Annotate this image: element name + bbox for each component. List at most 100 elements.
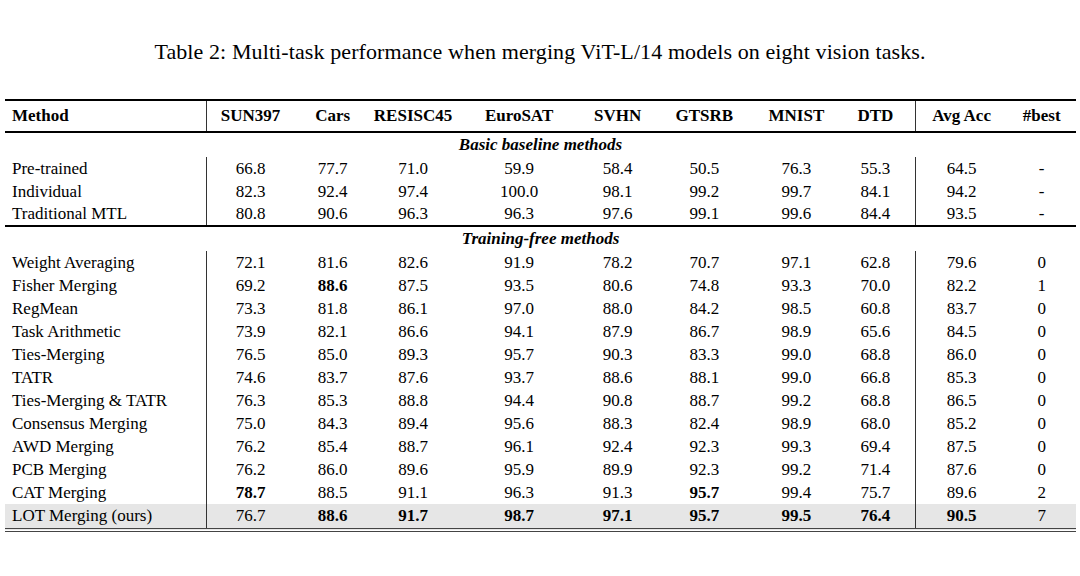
value-cell: 87.5 bbox=[915, 435, 1007, 458]
value-cell: 84.2 bbox=[652, 297, 757, 320]
value-cell: 76.5 bbox=[206, 343, 294, 366]
value-cell: 91.7 bbox=[371, 504, 455, 530]
value-cell: 96.3 bbox=[371, 203, 455, 226]
value-cell: 99.1 bbox=[652, 203, 757, 226]
value-cell: 84.4 bbox=[836, 203, 915, 226]
table-row: LOT Merging (ours)76.788.691.798.797.195… bbox=[5, 504, 1076, 530]
value-cell: 92.3 bbox=[652, 458, 757, 481]
value-cell: 59.9 bbox=[455, 157, 584, 180]
value-cell: 98.9 bbox=[757, 412, 836, 435]
col-header-avg-acc: Avg Acc bbox=[915, 100, 1007, 132]
method-cell: TATR bbox=[5, 366, 206, 389]
col-header-mnist: MNIST bbox=[757, 100, 836, 132]
section-header: Basic baseline methods bbox=[5, 132, 1076, 157]
value-cell: 69.4 bbox=[836, 435, 915, 458]
value-cell: 99.2 bbox=[757, 389, 836, 412]
value-cell: 99.0 bbox=[757, 366, 836, 389]
method-cell: Ties-Merging & TATR bbox=[5, 389, 206, 412]
value-cell: 86.0 bbox=[915, 343, 1007, 366]
value-cell: 88.0 bbox=[583, 297, 652, 320]
value-cell: 50.5 bbox=[652, 157, 757, 180]
value-cell: 74.6 bbox=[206, 366, 294, 389]
value-cell: 90.3 bbox=[583, 343, 652, 366]
header-row: Method SUN397 Cars RESISC45 EuroSAT SVHN… bbox=[5, 100, 1076, 132]
value-cell: 86.6 bbox=[371, 320, 455, 343]
value-cell: 95.7 bbox=[652, 504, 757, 530]
col-header-gtsrb: GTSRB bbox=[652, 100, 757, 132]
table-row: Ties-Merging & TATR76.385.388.894.490.88… bbox=[5, 389, 1076, 412]
value-cell: 93.3 bbox=[757, 274, 836, 297]
value-cell: 93.5 bbox=[455, 274, 584, 297]
value-cell: 99.0 bbox=[757, 343, 836, 366]
value-cell: 99.3 bbox=[757, 435, 836, 458]
value-cell: 91.1 bbox=[371, 481, 455, 504]
table-caption: Table 2: Multi-task performance when mer… bbox=[0, 0, 1080, 65]
value-cell: 99.2 bbox=[757, 458, 836, 481]
section-header-row: Basic baseline methods bbox=[5, 132, 1076, 157]
value-cell: 78.7 bbox=[206, 481, 294, 504]
method-cell: AWD Merging bbox=[5, 435, 206, 458]
value-cell: 97.6 bbox=[583, 203, 652, 226]
method-cell: Ties-Merging bbox=[5, 343, 206, 366]
value-cell: 66.8 bbox=[836, 366, 915, 389]
value-cell: 0 bbox=[1007, 366, 1076, 389]
method-cell: Weight Averaging bbox=[5, 251, 206, 274]
value-cell: 98.1 bbox=[583, 180, 652, 203]
col-header-resisc45: RESISC45 bbox=[371, 100, 455, 132]
value-cell: 90.6 bbox=[294, 203, 371, 226]
value-cell: 83.3 bbox=[652, 343, 757, 366]
method-cell: PCB Merging bbox=[5, 458, 206, 481]
value-cell: 94.1 bbox=[455, 320, 584, 343]
value-cell: - bbox=[1007, 157, 1076, 180]
value-cell: 88.7 bbox=[652, 389, 757, 412]
method-cell: Individual bbox=[5, 180, 206, 203]
method-cell: LOT Merging (ours) bbox=[5, 504, 206, 530]
value-cell: 62.8 bbox=[836, 251, 915, 274]
value-cell: 84.5 bbox=[915, 320, 1007, 343]
value-cell: 85.3 bbox=[915, 366, 1007, 389]
value-cell: 0 bbox=[1007, 458, 1076, 481]
results-table: Method SUN397 Cars RESISC45 EuroSAT SVHN… bbox=[5, 99, 1076, 532]
value-cell: 0 bbox=[1007, 435, 1076, 458]
method-cell: Pre-trained bbox=[5, 157, 206, 180]
value-cell: 93.5 bbox=[915, 203, 1007, 226]
value-cell: 0 bbox=[1007, 412, 1076, 435]
value-cell: 86.0 bbox=[294, 458, 371, 481]
value-cell: 82.6 bbox=[371, 251, 455, 274]
value-cell: 76.3 bbox=[757, 157, 836, 180]
value-cell: 88.6 bbox=[294, 274, 371, 297]
value-cell: 76.2 bbox=[206, 435, 294, 458]
value-cell: 91.9 bbox=[455, 251, 584, 274]
value-cell: 97.4 bbox=[371, 180, 455, 203]
method-cell: Task Arithmetic bbox=[5, 320, 206, 343]
value-cell: 95.7 bbox=[455, 343, 584, 366]
value-cell: 76.3 bbox=[206, 389, 294, 412]
value-cell: 82.2 bbox=[915, 274, 1007, 297]
results-table-container: Method SUN397 Cars RESISC45 EuroSAT SVHN… bbox=[5, 99, 1076, 532]
table-row: Traditional MTL80.890.696.396.397.699.19… bbox=[5, 203, 1076, 226]
value-cell: 100.0 bbox=[455, 180, 584, 203]
col-header-sun397: SUN397 bbox=[206, 100, 294, 132]
value-cell: 99.6 bbox=[757, 203, 836, 226]
value-cell: 87.6 bbox=[371, 366, 455, 389]
value-cell: 87.5 bbox=[371, 274, 455, 297]
value-cell: 0 bbox=[1007, 389, 1076, 412]
value-cell: 76.2 bbox=[206, 458, 294, 481]
value-cell: 92.4 bbox=[583, 435, 652, 458]
value-cell: 1 bbox=[1007, 274, 1076, 297]
value-cell: 96.1 bbox=[455, 435, 584, 458]
value-cell: 7 bbox=[1007, 504, 1076, 530]
table-row: Ties-Merging76.585.089.395.790.383.399.0… bbox=[5, 343, 1076, 366]
value-cell: 94.4 bbox=[455, 389, 584, 412]
value-cell: 98.7 bbox=[455, 504, 584, 530]
table-row: Consensus Merging75.084.389.495.688.382.… bbox=[5, 412, 1076, 435]
value-cell: 0 bbox=[1007, 297, 1076, 320]
table-row: Pre-trained66.877.771.059.958.450.576.35… bbox=[5, 157, 1076, 180]
value-cell: - bbox=[1007, 180, 1076, 203]
value-cell: 94.2 bbox=[915, 180, 1007, 203]
col-header-method: Method bbox=[5, 100, 206, 132]
value-cell: 84.3 bbox=[294, 412, 371, 435]
value-cell: 85.4 bbox=[294, 435, 371, 458]
table-row: Individual82.392.497.4100.098.199.299.78… bbox=[5, 180, 1076, 203]
table-row: Task Arithmetic73.982.186.694.187.986.79… bbox=[5, 320, 1076, 343]
